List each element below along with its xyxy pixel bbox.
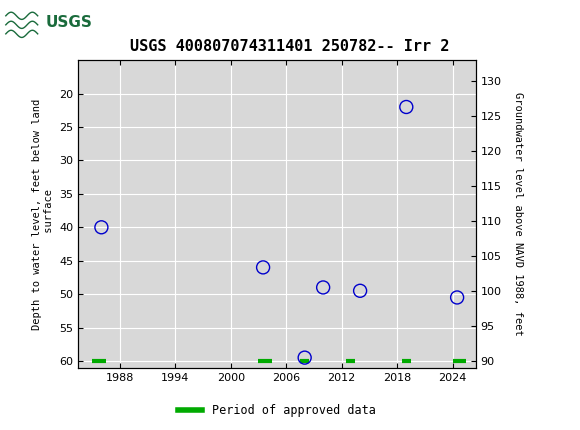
Point bbox=[300, 354, 309, 361]
Text: USGS: USGS bbox=[45, 15, 92, 30]
Y-axis label: Depth to water level, feet below land
 surface: Depth to water level, feet below land su… bbox=[32, 98, 54, 329]
Point bbox=[259, 264, 268, 271]
Point bbox=[97, 224, 106, 231]
Legend: Period of approved data: Period of approved data bbox=[174, 399, 380, 422]
Text: USGS 400807074311401 250782-- Irr 2: USGS 400807074311401 250782-- Irr 2 bbox=[130, 39, 450, 54]
Point bbox=[452, 294, 462, 301]
Point bbox=[318, 284, 328, 291]
Y-axis label: Groundwater level above NAVD 1988, feet: Groundwater level above NAVD 1988, feet bbox=[513, 92, 523, 336]
Point bbox=[356, 287, 365, 294]
FancyBboxPatch shape bbox=[5, 3, 71, 42]
Point bbox=[402, 104, 411, 111]
